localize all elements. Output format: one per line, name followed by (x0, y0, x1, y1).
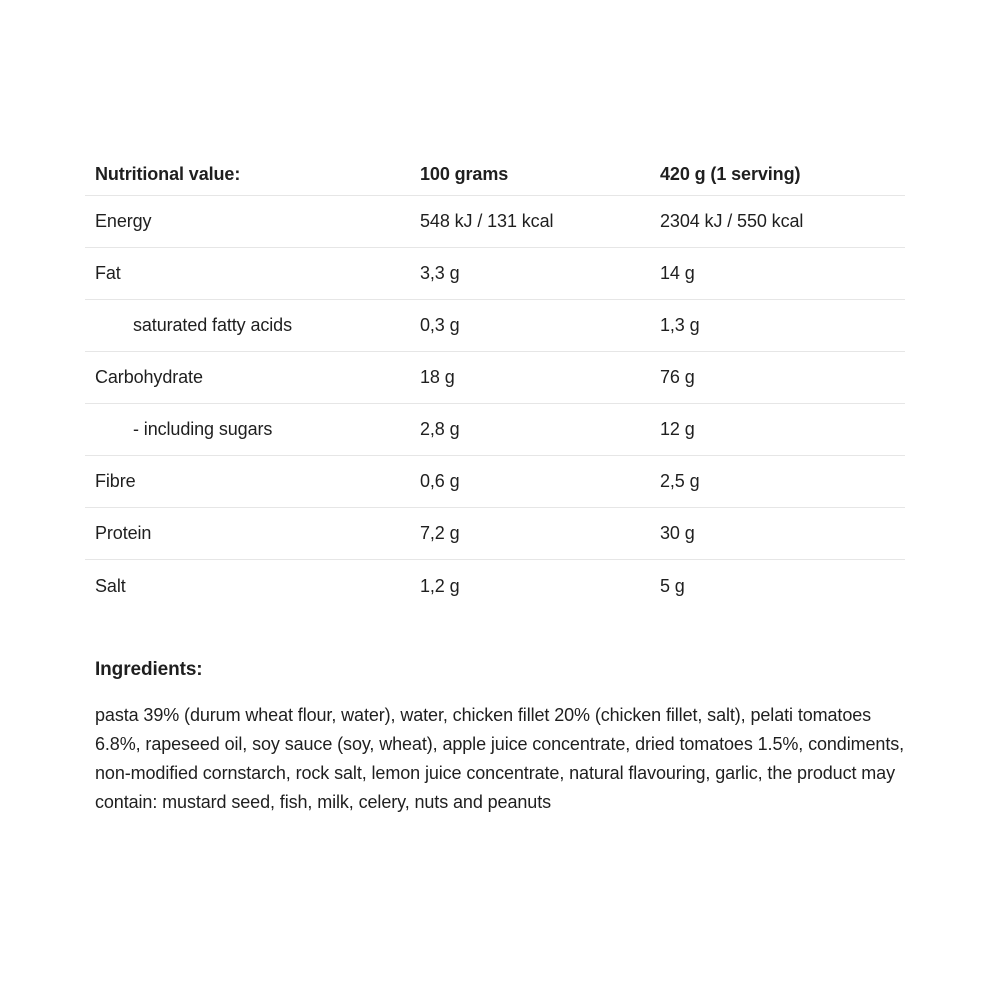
row-value-100g: 1,2 g (420, 575, 460, 596)
row-value-100g: 0,6 g (420, 471, 460, 491)
row-value-serving: 2304 kJ / 550 kcal (660, 211, 804, 231)
nutrition-table: Nutritional value: 100 grams 420 g (1 se… (85, 154, 905, 612)
ingredients-heading: Ingredients: (95, 659, 203, 680)
row-value-100g: 7,2 g (420, 523, 460, 543)
row-value-100g: 3,3 g (420, 263, 460, 283)
row-value-serving: 30 g (660, 523, 695, 543)
row-label: - including sugars (133, 419, 273, 439)
row-value-100g: 0,3 g (420, 315, 460, 335)
table-row: - including sugars 2,8 g 12 g (85, 404, 905, 456)
row-value-100g: 548 kJ / 131 kcal (420, 211, 554, 231)
row-value-100g: 2,8 g (420, 419, 460, 439)
row-value-serving: 12 g (660, 419, 695, 439)
table-row: Protein 7,2 g 30 g (85, 508, 905, 560)
table-row: Salt 1,2 g 5 g (85, 560, 905, 612)
row-value-serving: 5 g (660, 575, 685, 596)
table-row: Fibre 0,6 g 2,5 g (85, 456, 905, 508)
row-value-serving: 1,3 g (660, 315, 700, 335)
table-header-row: Nutritional value: 100 grams 420 g (1 se… (85, 154, 905, 196)
table-row: Energy 548 kJ / 131 kcal 2304 kJ / 550 k… (85, 196, 905, 248)
row-label: Protein (95, 523, 152, 543)
ingredients-text: pasta 39% (durum wheat flour, water), wa… (95, 705, 905, 812)
row-value-serving: 76 g (660, 367, 695, 387)
header-per100: 100 grams (420, 164, 509, 184)
row-label: Carbohydrate (95, 367, 203, 387)
table-row: Fat 3,3 g 14 g (85, 248, 905, 300)
row-label: Energy (95, 211, 152, 231)
row-label: Fibre (95, 471, 136, 491)
table-row: saturated fatty acids 0,3 g 1,3 g (85, 300, 905, 352)
row-label: Salt (95, 575, 126, 596)
row-value-serving: 14 g (660, 263, 695, 283)
table-row: Carbohydrate 18 g 76 g (85, 352, 905, 404)
header-label: Nutritional value: (95, 164, 241, 184)
header-serving: 420 g (1 serving) (660, 164, 801, 184)
row-label: saturated fatty acids (133, 315, 292, 335)
row-label: Fat (95, 263, 121, 283)
row-value-serving: 2,5 g (660, 471, 700, 491)
row-value-100g: 18 g (420, 367, 455, 387)
